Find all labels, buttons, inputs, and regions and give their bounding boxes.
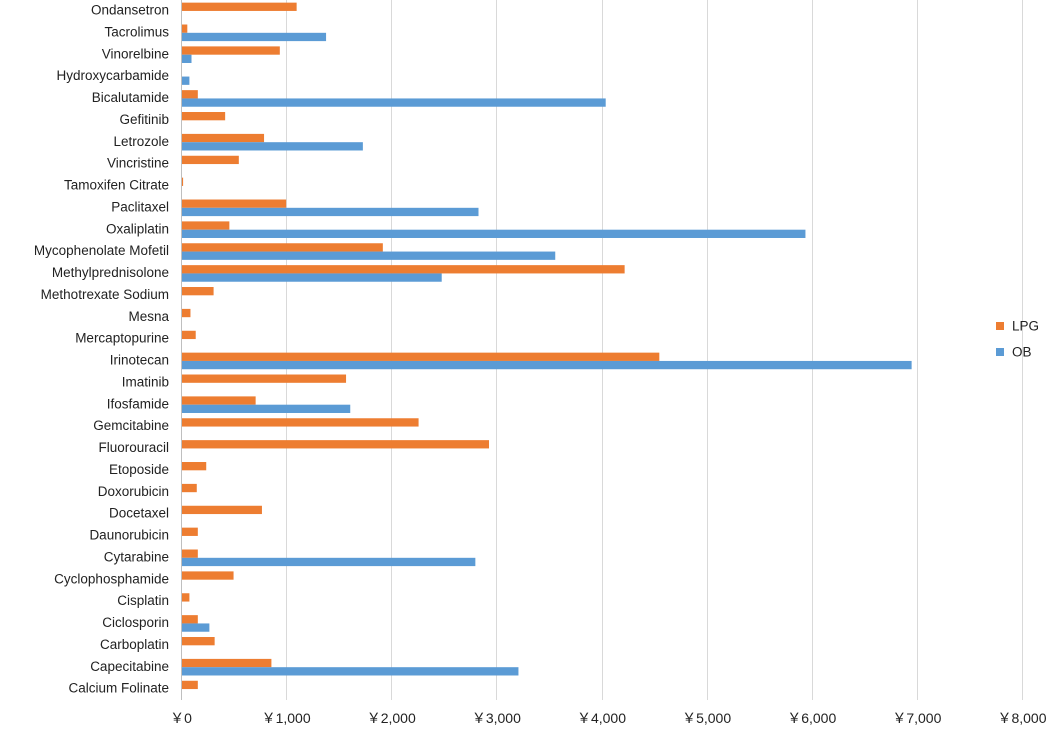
bar-lpg-gemcitabine: [181, 418, 419, 427]
x-tick-labels: ￥0 ￥1,000 ￥2,000 ￥3,000 ￥4,000 ￥5,000 ￥6,000 ￥7…: [170, 710, 1047, 726]
bar-lpg-letrozole: [181, 133, 265, 143]
category-label-letrozole: Letrozole: [113, 134, 169, 149]
category-label-mercaptopurine: Mercaptopurine: [75, 331, 169, 346]
bar-lpg-mesna: [181, 308, 191, 318]
x-tick-label-0: ￥0: [170, 710, 192, 726]
x-tick-label-3000: ￥3,000: [472, 710, 521, 726]
category-label-methylprednisolone: Methylprednisolone: [52, 265, 169, 280]
x-tick-label-6000: ￥6,000: [787, 710, 836, 726]
category-label-methotrexate-sodium: Methotrexate Sodium: [41, 287, 169, 302]
bar-lpg-gefitinib: [181, 112, 226, 121]
category-label-mesna: Mesna: [128, 309, 169, 324]
legend-label-ob: OB: [1012, 345, 1032, 360]
bar-ob-irinotecan: [181, 360, 912, 370]
legend: LPG OB: [996, 319, 1039, 360]
bar-lpg-cisplatin: [181, 593, 190, 602]
category-label-paclitaxel: Paclitaxel: [111, 199, 169, 214]
bar-lpg-daunorubicin: [181, 527, 198, 536]
x-tick-label-2000: ￥2,000: [367, 710, 416, 726]
x-tick-label-5000: ￥5,000: [682, 710, 731, 726]
bar-lpg-methylprednisolone: [181, 265, 625, 274]
bar-ob-hydroxycarbamide: [181, 76, 190, 85]
category-label-tamoxifen-citrate: Tamoxifen Citrate: [64, 178, 169, 193]
bar-ob-tacrolimus: [181, 32, 327, 42]
bar-lpg-fluorouracil: [181, 440, 490, 449]
category-label-doxorubicin: Doxorubicin: [98, 484, 169, 499]
category-label-mycophenolate-mofetil: Mycophenolate Mofetil: [34, 243, 169, 258]
bar-lpg-imatinib: [181, 374, 347, 383]
bar-lpg-mycophenolate-mofetil: [181, 243, 383, 252]
category-label-calcium-folinate: Calcium Folinate: [68, 681, 169, 696]
bar-lpg-oxaliplatin: [181, 221, 230, 230]
category-labels: Ondansetron Tacrolimus Vinorelbine Hydroxyc…: [34, 3, 170, 696]
bar-ob-bicalutamide: [181, 98, 606, 107]
bar-lpg-tacrolimus: [181, 24, 188, 33]
legend-label-lpg: LPG: [1012, 319, 1039, 334]
x-tick-label-4000: ￥4,000: [577, 710, 626, 726]
category-label-carboplatin: Carboplatin: [100, 637, 169, 652]
bar-lpg-capecitabine: [181, 658, 272, 668]
bar-lpg-ifosfamide: [181, 396, 256, 405]
bar-ob-ifosfamide: [181, 404, 351, 413]
bar-lpg-docetaxel: [181, 505, 262, 515]
category-label-gemcitabine: Gemcitabine: [93, 418, 169, 433]
bar-ob-oxaliplatin: [181, 229, 806, 238]
category-label-cisplatin: Cisplatin: [117, 593, 169, 608]
category-label-hydroxycarbamide: Hydroxycarbamide: [56, 68, 169, 83]
x-tick-label-1000: ￥1,000: [262, 710, 311, 726]
bar-ob-capecitabine: [181, 667, 519, 676]
category-label-cyclophosphamide: Cyclophosphamide: [54, 571, 169, 586]
bar-lpg-tamoxifen-citrate: [181, 177, 184, 186]
bars: [181, 2, 912, 690]
category-label-vincristine: Vincristine: [107, 156, 169, 171]
bar-lpg-cyclophosphamide: [181, 571, 234, 580]
bar-ob-vinorelbine: [181, 54, 192, 63]
category-label-gefitinib: Gefitinib: [119, 112, 169, 127]
bar-ob-cytarabine: [181, 557, 476, 567]
x-tick-label-8000: ￥8,000: [997, 710, 1046, 726]
legend-swatch-lpg: [996, 322, 1004, 330]
bar-ob-methylprednisolone: [181, 273, 442, 282]
category-label-daunorubicin: Daunorubicin: [89, 528, 169, 543]
category-label-imatinib: Imatinib: [122, 374, 169, 389]
bar-ob-mycophenolate-mofetil: [181, 251, 556, 260]
legend-swatch-ob: [996, 348, 1004, 356]
category-label-ciclosporin: Ciclosporin: [102, 615, 169, 630]
x-tick-label-7000: ￥7,000: [892, 710, 941, 726]
bar-ob-ciclosporin: [181, 623, 210, 632]
bar-lpg-paclitaxel: [181, 199, 287, 208]
bar-lpg-calcium-folinate: [181, 680, 198, 690]
bar-lpg-carboplatin: [181, 637, 215, 646]
category-label-oxaliplatin: Oxaliplatin: [106, 221, 169, 236]
bar-lpg-vincristine: [181, 155, 239, 165]
category-label-bicalutamide: Bicalutamide: [92, 90, 169, 105]
bar-lpg-bicalutamide: [181, 90, 198, 99]
bar-lpg-ciclosporin: [181, 615, 198, 624]
bar-lpg-etoposide: [181, 462, 207, 471]
bar-ob-paclitaxel: [181, 207, 479, 217]
bar-lpg-cytarabine: [181, 549, 198, 558]
category-label-etoposide: Etoposide: [109, 462, 169, 477]
bar-lpg-methotrexate-sodium: [181, 287, 214, 296]
category-label-ondansetron: Ondansetron: [91, 3, 169, 18]
category-label-vinorelbine: Vinorelbine: [102, 46, 169, 61]
gridlines: [286, 0, 1023, 700]
category-label-ifosfamide: Ifosfamide: [107, 396, 169, 411]
bar-lpg-ondansetron: [181, 2, 297, 11]
bar-lpg-mercaptopurine: [181, 330, 196, 340]
category-label-cytarabine: Cytarabine: [104, 549, 169, 564]
bar-lpg-irinotecan: [181, 352, 660, 361]
category-label-docetaxel: Docetaxel: [109, 506, 169, 521]
category-label-fluorouracil: Fluorouracil: [98, 440, 169, 455]
bar-lpg-doxorubicin: [181, 483, 197, 493]
category-label-irinotecan: Irinotecan: [110, 353, 169, 368]
category-label-tacrolimus: Tacrolimus: [104, 24, 169, 39]
category-label-capecitabine: Capecitabine: [90, 659, 169, 674]
bar-ob-letrozole: [181, 142, 363, 151]
bar-lpg-vinorelbine: [181, 46, 280, 55]
